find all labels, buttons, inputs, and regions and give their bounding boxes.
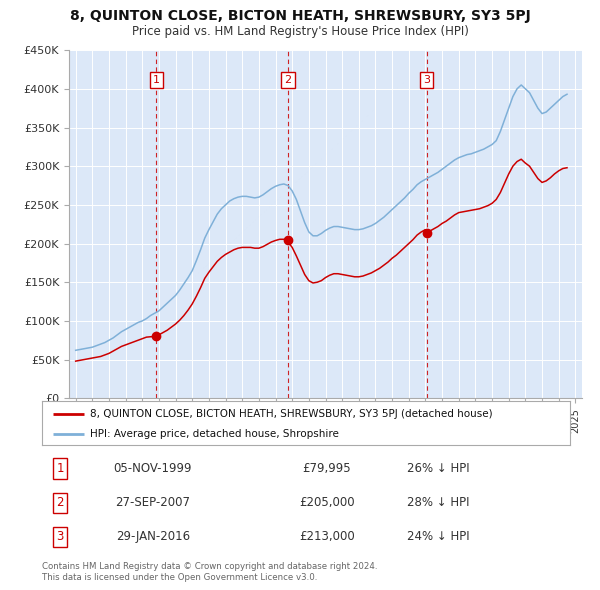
Text: 29-JAN-2016: 29-JAN-2016 (116, 530, 190, 543)
Text: 3: 3 (423, 75, 430, 85)
Text: 1: 1 (56, 462, 64, 475)
Text: 3: 3 (56, 530, 64, 543)
Text: £205,000: £205,000 (299, 496, 355, 509)
Text: HPI: Average price, detached house, Shropshire: HPI: Average price, detached house, Shro… (89, 429, 338, 439)
Text: 8, QUINTON CLOSE, BICTON HEATH, SHREWSBURY, SY3 5PJ (detached house): 8, QUINTON CLOSE, BICTON HEATH, SHREWSBU… (89, 409, 492, 418)
Text: Contains HM Land Registry data © Crown copyright and database right 2024.
This d: Contains HM Land Registry data © Crown c… (42, 562, 377, 582)
Text: 8, QUINTON CLOSE, BICTON HEATH, SHREWSBURY, SY3 5PJ: 8, QUINTON CLOSE, BICTON HEATH, SHREWSBU… (70, 9, 530, 23)
Text: 28% ↓ HPI: 28% ↓ HPI (407, 496, 469, 509)
Text: 1: 1 (153, 75, 160, 85)
Text: 2: 2 (284, 75, 292, 85)
Text: 24% ↓ HPI: 24% ↓ HPI (407, 530, 469, 543)
Text: Price paid vs. HM Land Registry's House Price Index (HPI): Price paid vs. HM Land Registry's House … (131, 25, 469, 38)
Text: 26% ↓ HPI: 26% ↓ HPI (407, 462, 469, 475)
Text: 2: 2 (56, 496, 64, 509)
Text: £213,000: £213,000 (299, 530, 355, 543)
Text: 05-NOV-1999: 05-NOV-1999 (114, 462, 192, 475)
Text: £79,995: £79,995 (302, 462, 352, 475)
Text: 27-SEP-2007: 27-SEP-2007 (115, 496, 191, 509)
